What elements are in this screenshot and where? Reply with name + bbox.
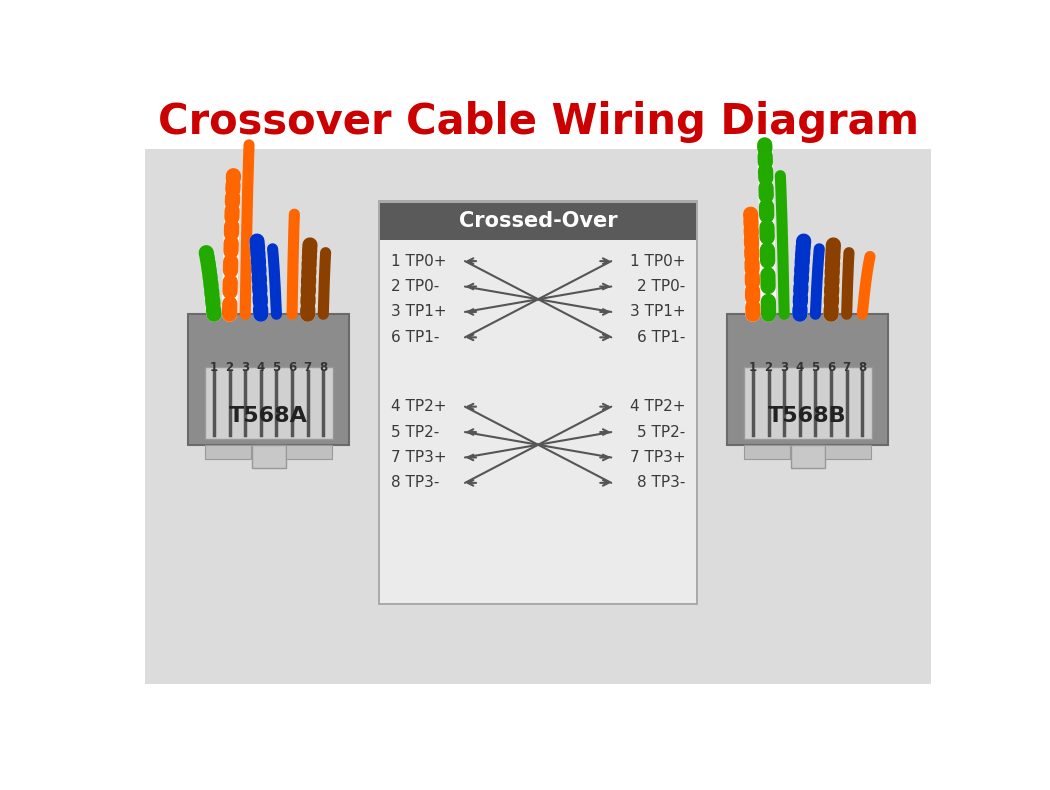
Text: 8: 8 [319, 360, 328, 374]
Bar [727, 314, 888, 445]
Bar [743, 445, 790, 459]
Bar [205, 367, 333, 439]
Text: 7 TP3+: 7 TP3+ [391, 450, 446, 465]
Text: 2: 2 [226, 360, 234, 374]
Text: 2: 2 [764, 360, 773, 374]
Text: 1: 1 [210, 360, 218, 374]
Text: Crossed-Over: Crossed-Over [459, 211, 617, 231]
Bar [380, 202, 696, 603]
Bar [205, 445, 251, 459]
Text: 1 TP0+: 1 TP0+ [391, 254, 446, 269]
Text: 2 TP0-: 2 TP0- [391, 279, 439, 294]
Text: 3 TP1+: 3 TP1+ [391, 304, 446, 319]
Text: 7: 7 [842, 360, 850, 374]
Bar [791, 445, 825, 468]
Text: T568A: T568A [229, 406, 308, 427]
Text: 4 TP2+: 4 TP2+ [391, 399, 446, 414]
Text: 6 TP1-: 6 TP1- [636, 330, 686, 345]
Text: 4: 4 [256, 360, 265, 374]
Bar [824, 445, 870, 459]
Bar [286, 445, 332, 459]
Text: 5 TP2-: 5 TP2- [637, 424, 686, 439]
Text: 3 TP1+: 3 TP1+ [630, 304, 686, 319]
Text: 5: 5 [812, 360, 820, 374]
Text: 5: 5 [272, 360, 280, 374]
Text: 2 TP0-: 2 TP0- [637, 279, 686, 294]
Text: 4 TP2+: 4 TP2+ [630, 399, 686, 414]
Text: 8 TP3-: 8 TP3- [391, 476, 440, 491]
Bar [145, 149, 931, 684]
Text: 5 TP2-: 5 TP2- [391, 424, 439, 439]
Text: 3: 3 [242, 360, 249, 374]
Text: 6: 6 [288, 360, 296, 374]
Bar [188, 314, 350, 445]
Bar [378, 201, 698, 605]
Text: 8 TP3-: 8 TP3- [636, 476, 686, 491]
Text: Crossover Cable Wiring Diagram: Crossover Cable Wiring Diagram [158, 101, 919, 143]
Text: 6: 6 [827, 360, 835, 374]
Text: 1 TP0+: 1 TP0+ [630, 254, 686, 269]
Bar [134, 95, 943, 149]
Text: 8: 8 [858, 360, 866, 374]
Text: 7 TP3+: 7 TP3+ [630, 450, 686, 465]
Text: 4: 4 [796, 360, 804, 374]
Bar [252, 445, 287, 468]
Text: 7: 7 [303, 360, 312, 374]
Text: 1: 1 [749, 360, 757, 374]
Text: 3: 3 [780, 360, 789, 374]
Bar [380, 202, 696, 239]
Bar [743, 367, 872, 439]
Text: 6 TP1-: 6 TP1- [391, 330, 440, 345]
Text: T568B: T568B [769, 406, 847, 427]
